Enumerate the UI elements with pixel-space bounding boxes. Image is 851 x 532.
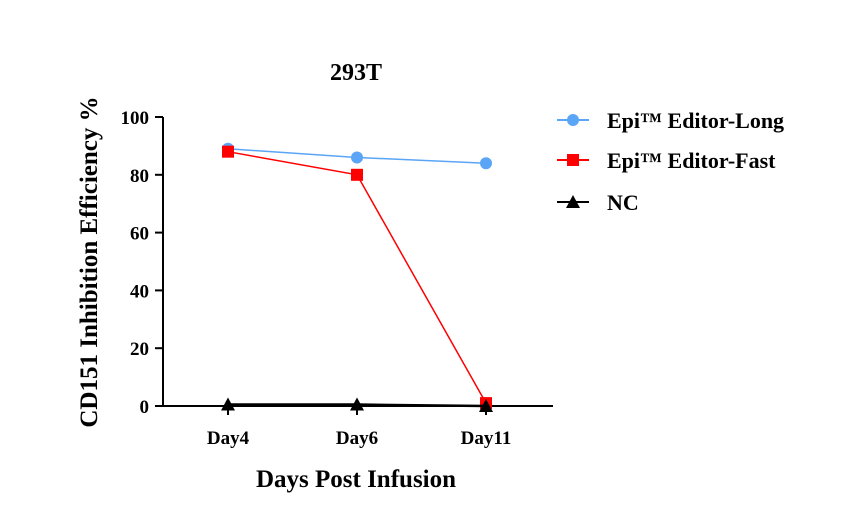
data-point <box>221 397 235 411</box>
data-point <box>222 145 234 158</box>
data-point <box>351 151 363 164</box>
chart-title: 293T <box>330 60 382 86</box>
x-tick-label: Day11 <box>461 428 512 449</box>
y-tick-label: 100 <box>121 108 150 129</box>
data-point <box>480 157 492 170</box>
legend-marker <box>567 114 579 126</box>
legend: Epi™ Editor-Long Epi™ Editor-Fast NC <box>557 108 784 215</box>
y-axis-label: CD151 Inhibition Efficiency % <box>76 96 103 427</box>
legend-marker <box>567 154 579 166</box>
legend-label: Epi™ Editor-Long <box>607 108 784 133</box>
series-line-2 <box>227 150 487 404</box>
legend-marker <box>566 195 580 208</box>
y-tick-label: 60 <box>130 224 149 245</box>
y-tick-label: 0 <box>140 397 150 418</box>
data-point <box>351 168 363 181</box>
x-axis-label: Days Post Infusion <box>256 466 456 493</box>
y-tick-label: 40 <box>130 281 149 302</box>
x-tick-label: Day4 <box>207 428 250 449</box>
y-tick-label: 80 <box>130 166 149 187</box>
legend-label: NC <box>607 190 639 215</box>
plot-area: 0 20 40 60 80 100 Day4 Day6 Day11 <box>121 108 553 449</box>
data-point <box>479 399 493 412</box>
y-tick-label: 20 <box>130 339 149 360</box>
data-point <box>350 397 364 411</box>
x-tick-label: Day6 <box>336 428 378 449</box>
legend-label: Epi™ Editor-Fast <box>607 148 776 173</box>
